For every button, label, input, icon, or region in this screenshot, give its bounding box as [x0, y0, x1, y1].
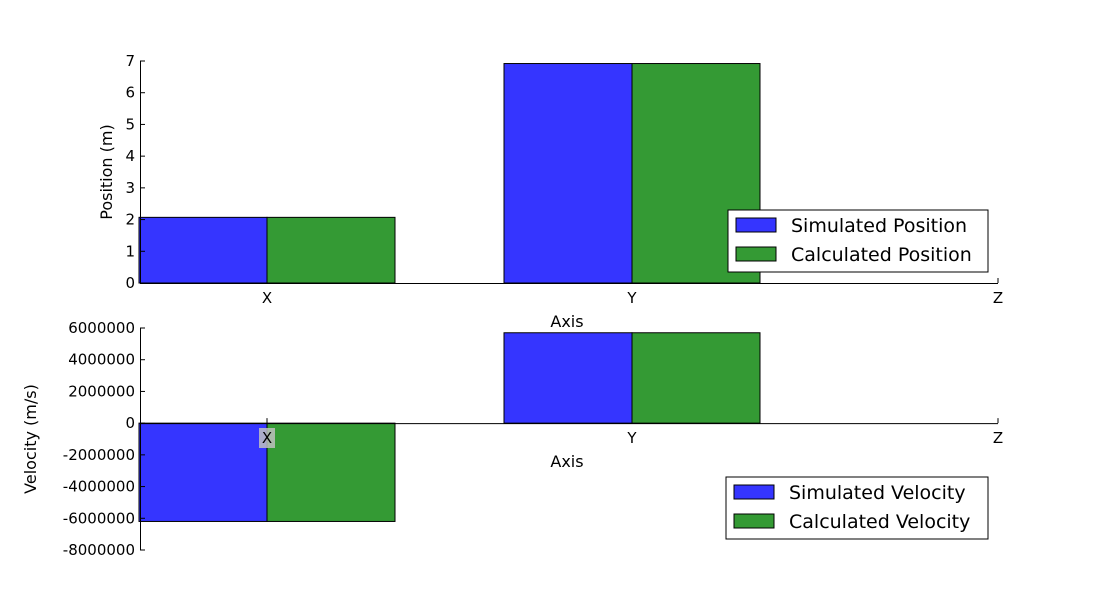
- bar-simulated-position-y: [503, 63, 633, 284]
- x-tick-label: X: [262, 429, 272, 447]
- y-tick-label: 4: [125, 147, 135, 165]
- legend-label: Calculated Velocity: [789, 511, 970, 533]
- y-axis-label: Position (m): [97, 124, 116, 219]
- legend-swatch-simulated-velocity: [733, 484, 775, 500]
- legend-label: Simulated Position: [791, 215, 967, 237]
- y-tick-label: 0: [125, 274, 135, 292]
- y-tick-label: 0: [125, 414, 135, 432]
- y-tick-label: 7: [125, 52, 135, 70]
- y-tick-label: -2000000: [63, 446, 135, 464]
- y-tick-label: 3: [125, 179, 135, 197]
- bar-simulated-position-x: [138, 216, 268, 284]
- legend-swatch-simulated-position: [735, 217, 777, 233]
- legend-label: Calculated Position: [791, 244, 972, 266]
- x-tick-label: Z: [993, 429, 1003, 447]
- y-tick-label: 6000000: [68, 319, 135, 337]
- x-tick-label-highlight: [259, 428, 275, 448]
- y-tick-label: 2: [125, 211, 135, 229]
- legend-swatch-calculated-position: [735, 246, 777, 262]
- bar-calculated-position-x: [266, 216, 396, 284]
- bar-simulated-velocity-y: [503, 332, 633, 424]
- x-tick-label: Y: [626, 289, 637, 307]
- x-axis-label: Axis: [550, 452, 583, 471]
- y-tick-label: 5: [125, 115, 135, 133]
- legend-swatch-calculated-velocity: [733, 513, 775, 529]
- y-tick-label: -8000000: [63, 541, 135, 559]
- y-tick-label: 1: [125, 242, 135, 260]
- x-tick-label: Y: [626, 429, 637, 447]
- y-tick-label: 4000000: [68, 351, 135, 369]
- bar-calculated-velocity-y: [631, 332, 761, 424]
- y-tick-label: 2000000: [68, 382, 135, 400]
- legend-label: Simulated Velocity: [789, 482, 966, 504]
- x-tick-label: X: [262, 289, 272, 307]
- bar-simulated-velocity-x: [138, 422, 268, 522]
- y-tick-label: -6000000: [63, 509, 135, 527]
- bar-calculated-velocity-x: [266, 422, 396, 522]
- y-tick-label: 6: [125, 84, 135, 102]
- y-tick-label: -4000000: [63, 478, 135, 496]
- y-axis-label: Velocity (m/s): [21, 384, 40, 494]
- x-axis-label: Axis: [550, 312, 583, 331]
- x-tick-label: Z: [993, 289, 1003, 307]
